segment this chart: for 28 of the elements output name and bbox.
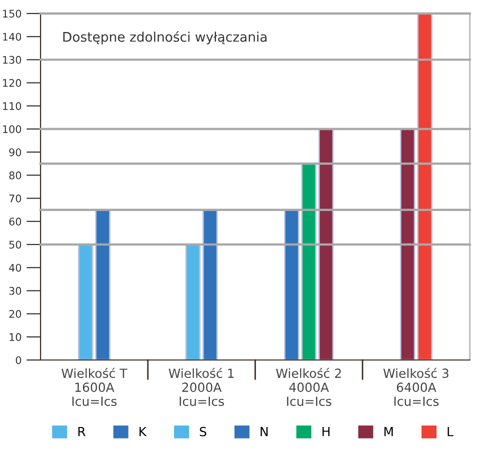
y-tick-label: 40 xyxy=(9,264,22,272)
y-tick-label: 150 xyxy=(3,10,22,18)
legend-label: K xyxy=(140,427,147,436)
x-tick-label: Wielkość T 1600A Icu=Ics xyxy=(62,368,128,406)
y-tick-label: 100 xyxy=(3,125,22,134)
legend-label: H xyxy=(322,427,330,436)
y-tick-label: 110 xyxy=(3,102,22,110)
y-tick-label: 70 xyxy=(9,194,22,202)
y-tick-label: 0 xyxy=(16,356,22,364)
text: Dostępne zdolności wyłączania xyxy=(63,31,267,44)
y-tick-label: 120 xyxy=(3,79,22,87)
y-tick-label: 140 xyxy=(3,32,22,41)
x-tick-label: Wielkość 1 2000A Icu=Ics xyxy=(168,368,234,406)
x-tick-label: Wielkość 3 6400A Icu=Ics xyxy=(383,368,448,406)
y-tick-label: 90 xyxy=(9,148,22,156)
legend-label: L xyxy=(448,427,454,436)
y-tick-label: 50 xyxy=(9,240,22,249)
y-tick-label: 60 xyxy=(9,218,22,226)
legend-label: R xyxy=(78,427,86,436)
y-tick-label: 130 xyxy=(3,56,22,64)
legend-label: N xyxy=(260,427,268,436)
legend-label: M xyxy=(384,427,393,436)
y-tick-label: 30 xyxy=(9,286,22,295)
y-tick-label: 20 xyxy=(9,310,22,318)
y-tick-label: 10 xyxy=(10,333,22,342)
legend-label: S xyxy=(200,426,206,436)
x-tick-label: Wielkość 2 4000A Icu=Ics xyxy=(276,368,341,406)
y-tick-label: 80 xyxy=(9,171,22,180)
